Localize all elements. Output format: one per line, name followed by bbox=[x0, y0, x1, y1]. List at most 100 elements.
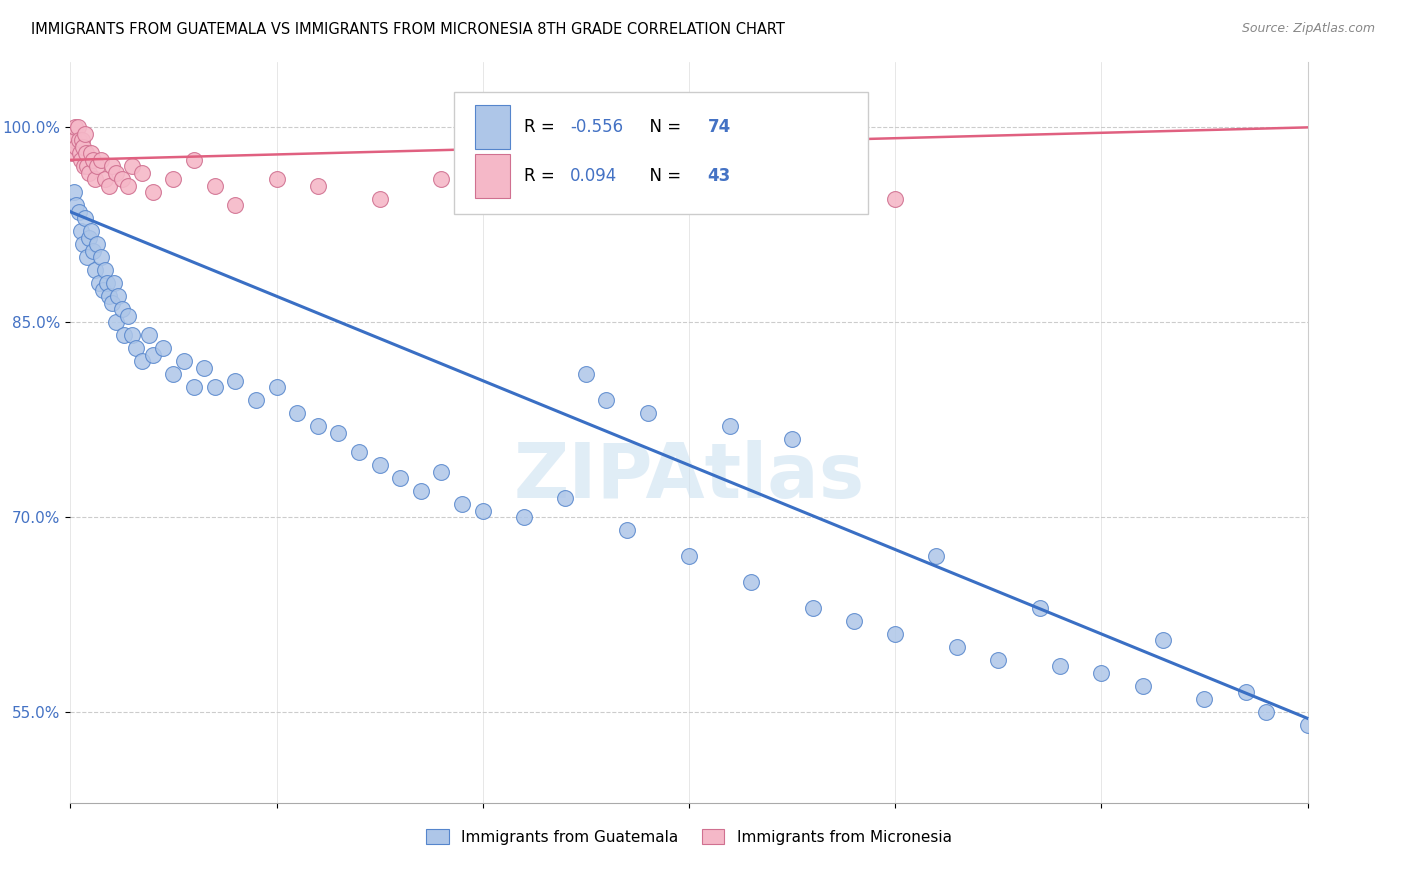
Point bbox=[637, 406, 659, 420]
Point bbox=[595, 393, 617, 408]
Point bbox=[575, 367, 598, 381]
Point bbox=[98, 178, 121, 193]
Point bbox=[96, 277, 118, 291]
Point bbox=[125, 341, 148, 355]
Point bbox=[451, 497, 474, 511]
Point bbox=[471, 503, 494, 517]
Point bbox=[678, 186, 700, 200]
Point bbox=[1049, 659, 1071, 673]
Point bbox=[347, 445, 370, 459]
Point bbox=[801, 601, 824, 615]
Point bbox=[76, 250, 98, 264]
Point bbox=[740, 574, 762, 589]
Point bbox=[70, 133, 93, 147]
Point bbox=[1028, 601, 1050, 615]
FancyBboxPatch shape bbox=[454, 92, 869, 214]
Point bbox=[1152, 633, 1174, 648]
Point bbox=[94, 172, 117, 186]
Point bbox=[65, 140, 87, 154]
Point bbox=[121, 159, 143, 173]
Point bbox=[69, 224, 91, 238]
Point bbox=[100, 295, 122, 310]
Point bbox=[224, 374, 246, 388]
Point bbox=[100, 159, 122, 173]
Point bbox=[84, 263, 107, 277]
Text: R =: R = bbox=[524, 167, 565, 185]
Point bbox=[82, 153, 104, 167]
Point bbox=[77, 231, 100, 245]
Point bbox=[368, 192, 391, 206]
Point bbox=[66, 120, 89, 135]
Point bbox=[67, 204, 90, 219]
Point bbox=[162, 172, 184, 186]
Point bbox=[75, 146, 97, 161]
Point bbox=[513, 510, 536, 524]
Point bbox=[307, 178, 329, 193]
Point bbox=[84, 172, 107, 186]
Point bbox=[89, 277, 111, 291]
Point bbox=[112, 328, 135, 343]
Text: N =: N = bbox=[640, 118, 686, 136]
Point bbox=[131, 354, 153, 368]
Point bbox=[162, 367, 184, 381]
Point bbox=[107, 289, 129, 303]
Point bbox=[60, 146, 83, 161]
Point bbox=[80, 146, 103, 161]
Point bbox=[183, 380, 205, 394]
Text: N =: N = bbox=[640, 167, 686, 185]
Point bbox=[86, 159, 108, 173]
Point bbox=[69, 153, 91, 167]
Legend: Immigrants from Guatemala, Immigrants from Micronesia: Immigrants from Guatemala, Immigrants fr… bbox=[420, 822, 957, 851]
Point bbox=[616, 166, 638, 180]
Point bbox=[62, 127, 84, 141]
Point bbox=[69, 146, 91, 161]
Point bbox=[193, 360, 215, 375]
Point bbox=[1296, 718, 1319, 732]
Point bbox=[117, 309, 139, 323]
Point bbox=[117, 178, 139, 193]
Point bbox=[718, 419, 741, 434]
Text: IMMIGRANTS FROM GUATEMALA VS IMMIGRANTS FROM MICRONESIA 8TH GRADE CORRELATION CH: IMMIGRANTS FROM GUATEMALA VS IMMIGRANTS … bbox=[31, 22, 785, 37]
Point bbox=[987, 653, 1010, 667]
Point bbox=[884, 627, 907, 641]
Point bbox=[76, 159, 98, 173]
Point bbox=[67, 133, 90, 147]
Text: 43: 43 bbox=[707, 167, 731, 185]
Point bbox=[63, 133, 86, 147]
Point bbox=[63, 186, 86, 200]
Point bbox=[73, 211, 96, 226]
Point bbox=[307, 419, 329, 434]
Text: 74: 74 bbox=[707, 118, 731, 136]
Point bbox=[65, 120, 87, 135]
Point bbox=[678, 549, 700, 563]
Point bbox=[183, 153, 205, 167]
Point bbox=[842, 614, 865, 628]
Point bbox=[389, 471, 412, 485]
Point bbox=[94, 263, 117, 277]
Point bbox=[554, 491, 576, 505]
Point bbox=[65, 198, 87, 212]
Point bbox=[409, 484, 432, 499]
Point bbox=[204, 380, 226, 394]
Point bbox=[121, 328, 143, 343]
Point bbox=[204, 178, 226, 193]
Point bbox=[152, 341, 174, 355]
Text: 0.094: 0.094 bbox=[571, 167, 617, 185]
Point bbox=[80, 224, 103, 238]
Point bbox=[104, 166, 127, 180]
Text: Source: ZipAtlas.com: Source: ZipAtlas.com bbox=[1241, 22, 1375, 36]
Point bbox=[368, 458, 391, 472]
Point bbox=[513, 186, 536, 200]
Point bbox=[111, 302, 134, 317]
Point bbox=[104, 315, 127, 329]
Point bbox=[1132, 679, 1154, 693]
Point bbox=[72, 140, 94, 154]
Point bbox=[925, 549, 948, 563]
Point bbox=[946, 640, 969, 654]
Point bbox=[86, 237, 108, 252]
Point bbox=[884, 192, 907, 206]
FancyBboxPatch shape bbox=[475, 153, 509, 198]
Point bbox=[131, 166, 153, 180]
Point bbox=[1234, 685, 1257, 699]
Point bbox=[285, 406, 308, 420]
